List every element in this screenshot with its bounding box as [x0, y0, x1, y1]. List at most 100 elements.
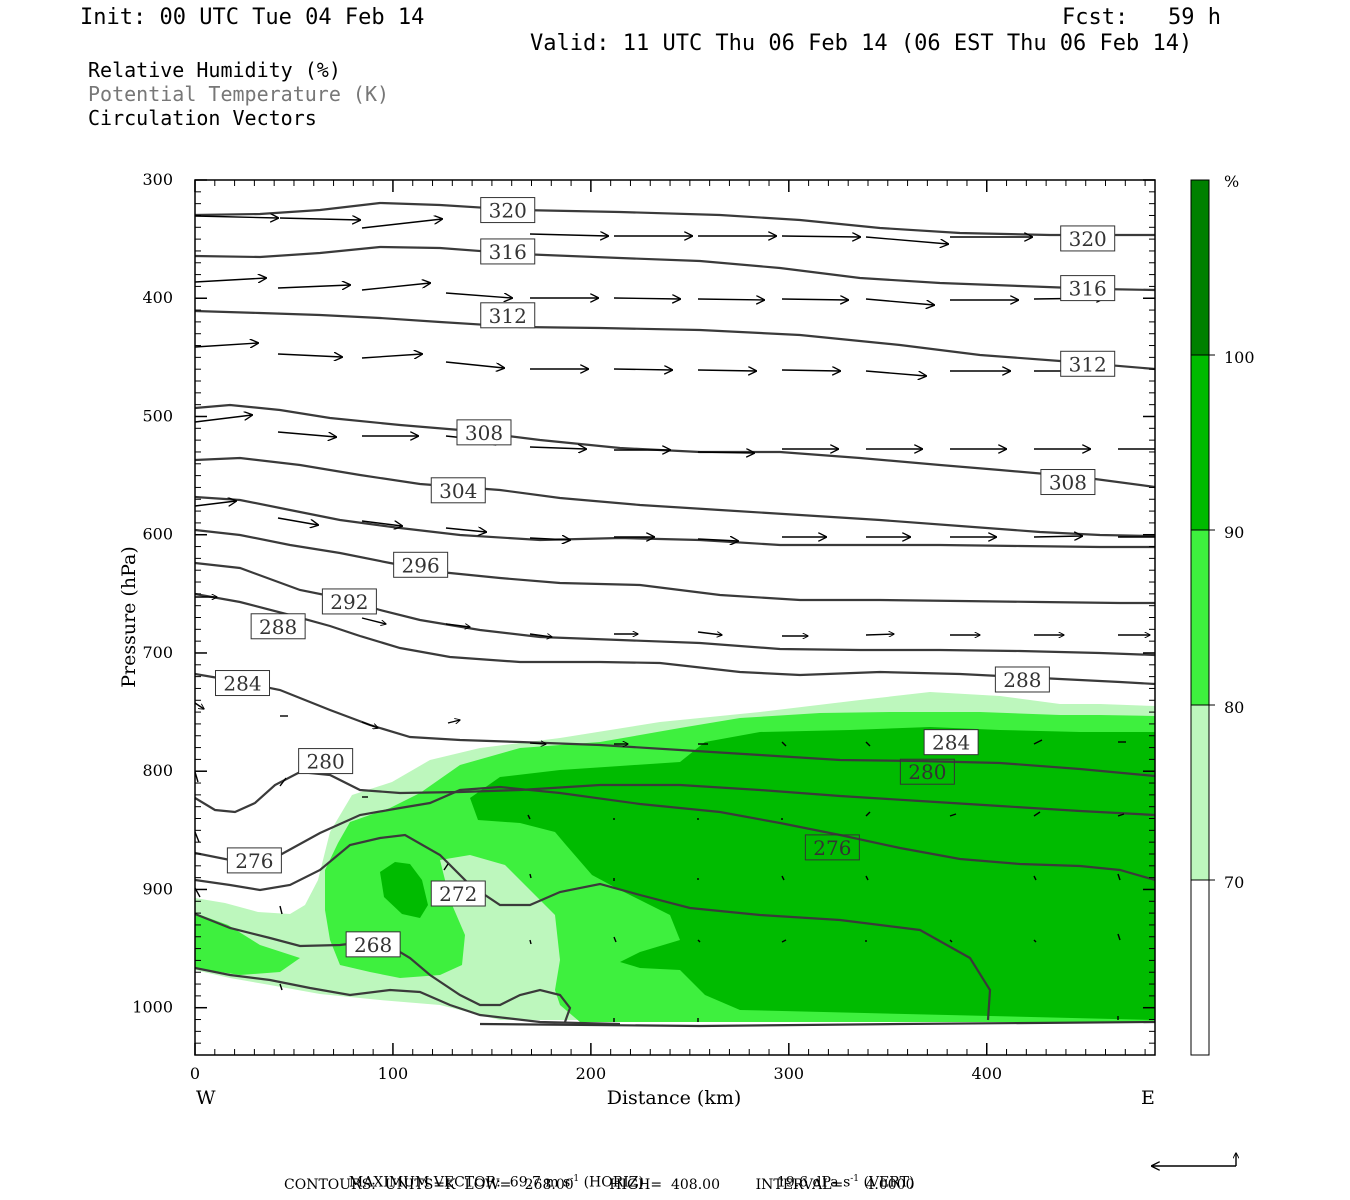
colorbar-frame — [1190, 179, 1210, 1056]
contour-label-text: 312 — [1069, 352, 1107, 376]
contour-label-text: 272 — [439, 882, 477, 906]
vector-row-5 — [194, 501, 1155, 541]
footer-contours: CONTOURS: UNITS=K LOW= 268.00 HIGH= 408.… — [284, 1177, 915, 1193]
contour-label: 312 — [1060, 350, 1116, 377]
vector-row-2 — [194, 278, 1104, 305]
contour-label: 288 — [994, 666, 1050, 693]
contour-label-text: 288 — [1003, 668, 1041, 692]
terrain — [479, 1020, 1155, 1028]
contour-label-text: 316 — [1069, 277, 1107, 301]
reference-vector — [1152, 1153, 1236, 1166]
contour-label-text: 288 — [259, 615, 297, 639]
y-tick-label: 700 — [142, 643, 173, 662]
vector-row-1 — [194, 216, 1032, 244]
contour-label: 320 — [480, 197, 536, 224]
x-tick-label: 0 — [190, 1064, 200, 1083]
rh-fill-90 — [380, 727, 1155, 1020]
y-tick-label: 1000 — [132, 998, 173, 1017]
contour-label-text: 284 — [223, 672, 261, 696]
vector-row-6 — [195, 597, 1150, 637]
contour-label-text: 308 — [1049, 471, 1087, 495]
contour-312 — [195, 309, 1155, 371]
contour-label-text: 308 — [465, 421, 503, 445]
colorbar-unit: % — [1224, 172, 1239, 191]
contour-label: 320 — [1060, 225, 1116, 252]
minor-ticks — [195, 180, 1155, 1056]
vert-exp: -1 — [850, 1174, 860, 1184]
colorbar-below — [1191, 880, 1209, 1055]
contour-296 — [195, 528, 1155, 605]
contour-label: 304 — [430, 477, 486, 504]
contour-label-text: 320 — [489, 199, 527, 223]
major-ticks — [194, 179, 1155, 1055]
legend-rh: Relative Humidity (%) — [88, 58, 341, 82]
footer-vert: 19.6 dPa s-1 (VERT) — [768, 1158, 914, 1191]
valid-time: Valid: 11 UTC Thu 06 Feb 14 (06 EST Thu … — [530, 31, 1193, 56]
max-vector-horiz: (HORIZ) — [583, 1174, 644, 1191]
contour-292 — [195, 561, 1155, 657]
colorbar: 70 80 90 100 % — [1190, 172, 1255, 1056]
colorbar-100 — [1191, 180, 1209, 355]
contour-label: 280 — [899, 758, 955, 785]
x-axis-label: Distance (km) — [607, 1087, 742, 1109]
vector-row-11 — [279, 983, 1119, 1022]
colorbar-level-label: 80 — [1224, 698, 1244, 717]
x-tick-label: 100 — [378, 1064, 409, 1083]
x-tick-labels: 0 100 200 300 400 — [190, 1064, 1002, 1083]
contour-label-text: 304 — [439, 479, 477, 503]
contour-labels: 320 320 316 316 312 312 308 308 304 296 292 288 288 2… — [215, 197, 1116, 958]
contour-284 — [195, 672, 1155, 778]
y-tick-label: 600 — [142, 525, 173, 544]
contour-label: 312 — [480, 302, 536, 329]
x-tick-label: 200 — [576, 1064, 607, 1083]
contour-label-text: 296 — [402, 553, 440, 577]
circulation-vectors — [194, 216, 1155, 1022]
colorbar-level-label: 100 — [1224, 348, 1255, 367]
contour-label: 280 — [298, 748, 354, 775]
contour-316 — [195, 245, 1155, 292]
contour-label: 288 — [250, 613, 306, 640]
contour-label: 276 — [226, 847, 282, 874]
contour-label: 284 — [923, 729, 979, 756]
contour-label: 292 — [321, 588, 377, 615]
contour-label-text: 284 — [932, 731, 970, 755]
vector-row-8 — [194, 771, 1125, 820]
max-vector-exp: -1 — [570, 1174, 580, 1184]
contour-label-text: 292 — [330, 590, 368, 614]
colorbar-level-label: 90 — [1224, 523, 1244, 542]
contour-280 — [195, 770, 1155, 817]
x-tick-label: 400 — [971, 1064, 1002, 1083]
contour-288 — [195, 592, 1155, 686]
legend-vectors: Circulation Vectors — [88, 106, 317, 130]
contour-label-text: 280 — [908, 760, 946, 784]
colorbar-level-label: 70 — [1224, 873, 1244, 892]
y-tick-label: 300 — [142, 170, 173, 189]
vert-text: 19.6 dPa s — [776, 1174, 851, 1191]
contour-label-text: 312 — [489, 304, 527, 328]
contour-label-text: 276 — [235, 849, 273, 873]
theta-contours — [195, 201, 1155, 1028]
contour-268 — [195, 912, 572, 1023]
contour-label-text: 316 — [489, 240, 527, 264]
contour-label: 268 — [345, 931, 401, 958]
contour-320 — [195, 201, 1155, 237]
contour-label: 308 — [1040, 469, 1096, 496]
contour-304 — [195, 456, 1155, 538]
colorbar-80 — [1191, 530, 1209, 705]
max-vector-text: MAXIMUM VECTOR: 69.7 m s — [348, 1174, 571, 1191]
contour-label-text: 276 — [813, 836, 851, 860]
legend-theta: Potential Temperature (K) — [88, 82, 390, 106]
contour-272 — [195, 833, 992, 1021]
east-label: E — [1141, 1087, 1155, 1109]
colorbar-90 — [1191, 355, 1209, 530]
y-tick-labels: 300 400 500 600 700 800 900 1000 — [132, 170, 173, 1017]
y-tick-label: 400 — [142, 288, 173, 307]
contour-label: 308 — [456, 419, 512, 446]
contour-label: 276 — [804, 834, 860, 861]
contour-label-text: 280 — [307, 750, 345, 774]
contour-label: 284 — [215, 670, 271, 697]
contour-264 — [195, 966, 621, 1026]
contour-label-text: 268 — [354, 933, 392, 957]
contour-300 — [195, 495, 1155, 549]
